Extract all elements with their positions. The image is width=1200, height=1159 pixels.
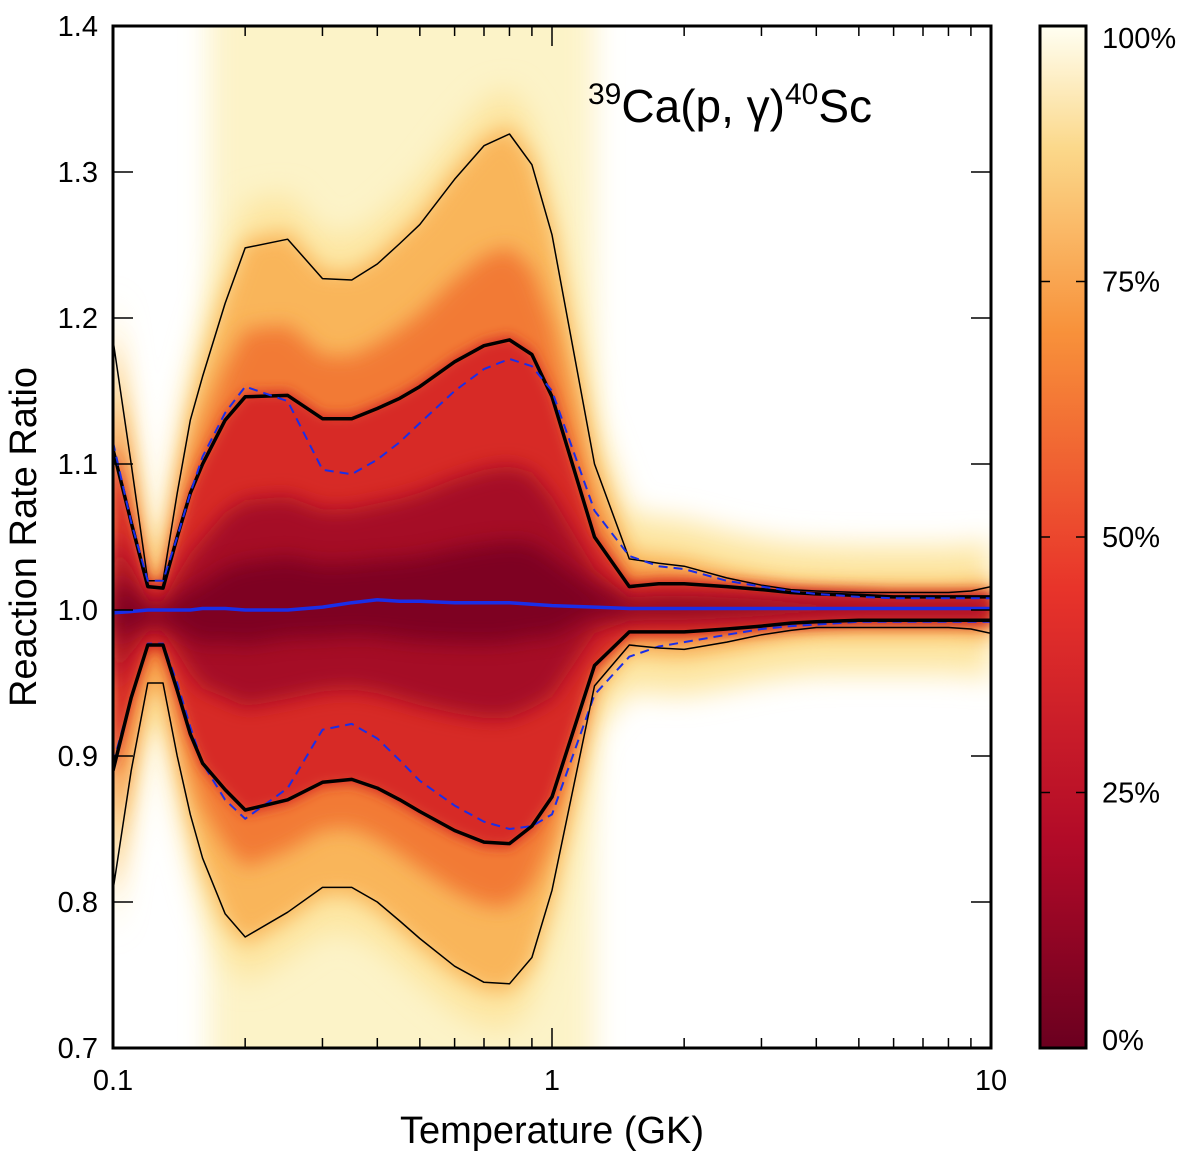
y-tick-label: 0.7: [58, 1033, 98, 1065]
series-line-upper-outer: [113, 133, 991, 594]
colorbar-tick-label: 50%: [1102, 522, 1160, 554]
x-tick-label: 0.1: [93, 1065, 133, 1097]
colorbar-tick-label: 100%: [1102, 23, 1176, 55]
y-tick-label: 0.9: [58, 741, 98, 773]
x-tick-label: 10: [975, 1065, 1007, 1097]
y-axis-label: Reaction Rate Ratio: [3, 367, 45, 707]
y-tick-label: 1.2: [58, 303, 98, 335]
title-channel: (p, γ): [680, 80, 785, 132]
colorbar-tick-label: 75%: [1102, 267, 1160, 299]
colorbar-tick-label: 0%: [1102, 1025, 1144, 1057]
colorbar-ticks: 0% 25% 50% 75% 100%: [1040, 23, 1176, 1057]
colorbar-tick-label: 25%: [1102, 778, 1160, 810]
percentile-lines: [113, 133, 991, 985]
series-line-lower-outer: [113, 626, 991, 985]
y-tick-label: 0.8: [58, 887, 98, 919]
x-tick-label: 1: [544, 1065, 560, 1097]
series-line-lower-inner: [113, 618, 991, 846]
chart-title: 39Ca(p, γ)40Sc: [588, 78, 872, 132]
series-line-upper-dashed: [113, 357, 991, 600]
heatmap-band-center: [113, 541, 991, 645]
y-tick-label: 1.4: [58, 11, 98, 43]
axis-ticks: 0.7 0.8 0.9 1.0 1.1 1.2 1.3 1.4 0.1 1 10: [58, 11, 1007, 1097]
title-mass-b: 40: [785, 78, 818, 111]
x-axis-label: Temperature (GK): [400, 1110, 704, 1152]
title-element-b: Sc: [818, 80, 872, 132]
probability-density-heatmap: [113, 26, 991, 1048]
y-tick-label: 1.3: [58, 157, 98, 189]
title-mass-a: 39: [588, 78, 621, 111]
series-line-median: [113, 598, 991, 615]
y-tick-label: 1.1: [58, 449, 98, 481]
title-element-a: Ca: [621, 80, 680, 132]
y-tick-label: 1.0: [58, 595, 98, 627]
